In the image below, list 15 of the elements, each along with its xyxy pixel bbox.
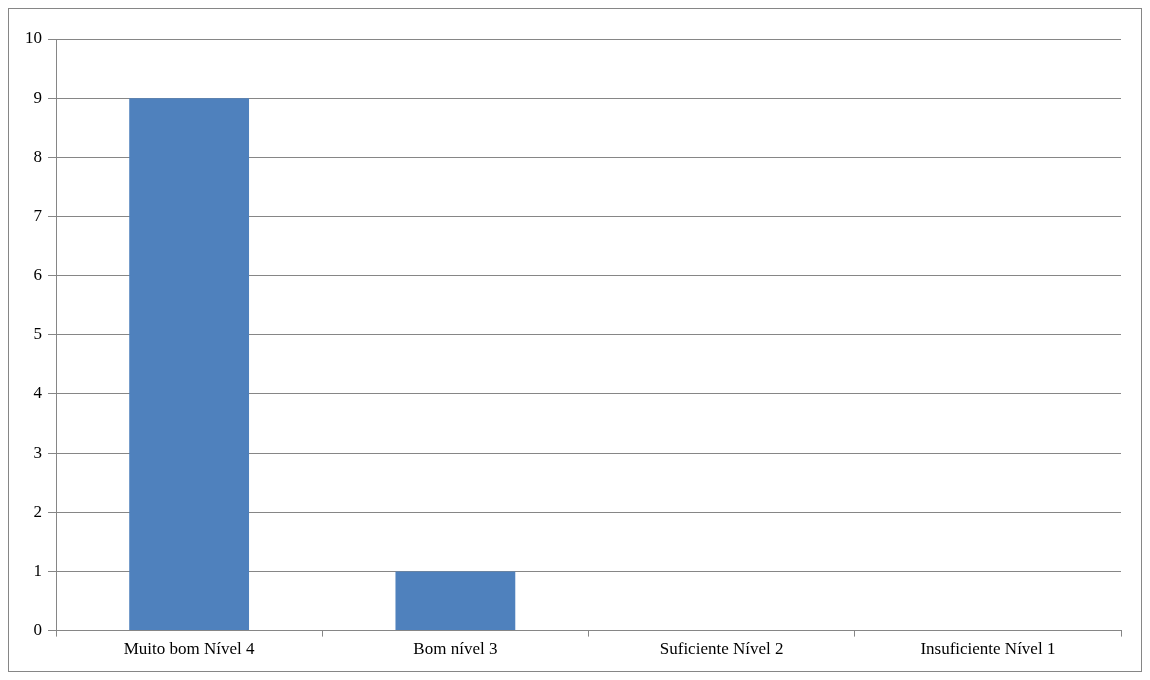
x-tick-label: Muito bom Nível 4 xyxy=(123,639,256,659)
x-tick-label: Suficiente Nível 2 xyxy=(659,639,784,659)
y-tick-label: 6 xyxy=(33,265,42,285)
y-tick-label: 10 xyxy=(25,28,42,48)
y-tick-label: 7 xyxy=(33,205,43,225)
y-tick-label: 1 xyxy=(33,560,42,580)
y-tick-label: 5 xyxy=(33,324,42,344)
y-tick-label: 3 xyxy=(33,442,42,462)
y-tick-label: 8 xyxy=(33,146,42,166)
y-tick-label: 2 xyxy=(33,501,42,521)
y-tick-label: 0 xyxy=(33,620,42,640)
y-tick-label: 9 xyxy=(33,87,42,107)
x-tick-label: Insuficiente Nível 1 xyxy=(920,639,1056,659)
x-tick-label: Bom nível 3 xyxy=(413,639,498,659)
y-tick-label: 4 xyxy=(33,383,43,403)
